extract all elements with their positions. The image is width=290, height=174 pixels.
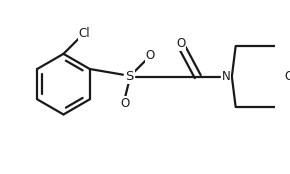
Text: S: S (125, 70, 134, 83)
Text: N: N (222, 70, 231, 83)
Text: O: O (120, 97, 129, 110)
Text: Cl: Cl (79, 27, 90, 40)
Text: O: O (146, 49, 155, 62)
Text: O: O (176, 37, 185, 50)
Text: O: O (284, 70, 290, 83)
